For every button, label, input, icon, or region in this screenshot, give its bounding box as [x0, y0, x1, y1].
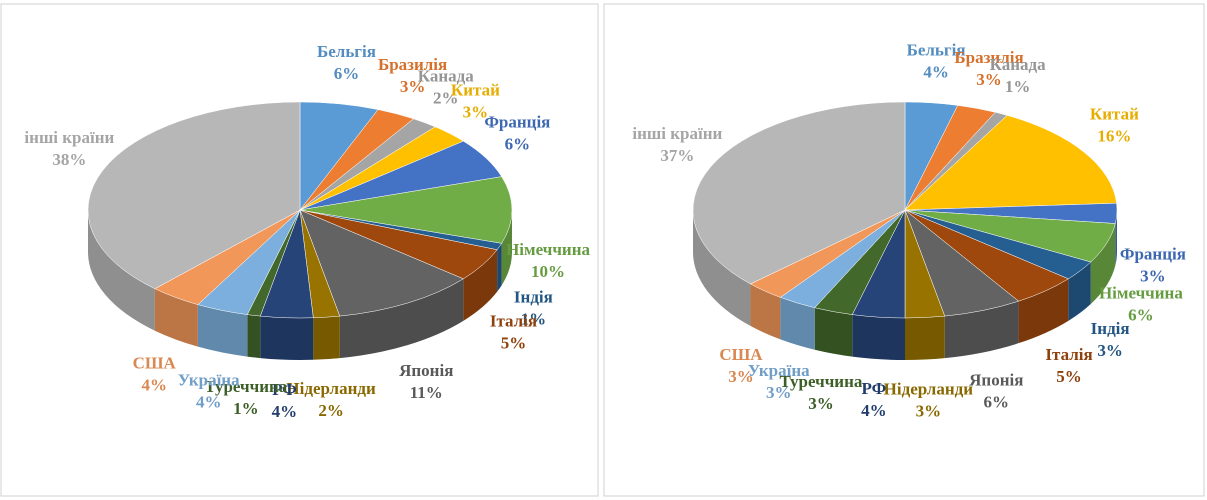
- pie-slice-side: [313, 316, 340, 360]
- data-label-name: США: [133, 353, 177, 372]
- data-label-value: 5%: [1056, 367, 1082, 386]
- pie-slice-side: [852, 314, 905, 360]
- data-label-value: 4%: [923, 63, 949, 82]
- data-label-value: 4%: [196, 392, 222, 411]
- data-label-value: 3%: [976, 70, 1002, 89]
- data-label-value: 4%: [141, 375, 167, 394]
- data-label-value: 3%: [463, 103, 489, 122]
- pie-slice-side: [463, 249, 498, 321]
- data-label-value: 6%: [334, 64, 360, 83]
- data-label-name: Німеччина: [506, 240, 590, 259]
- data-label-name: РФ: [272, 380, 297, 399]
- data-label-name: Туреччина: [204, 377, 287, 396]
- data-label-name: Канада: [418, 66, 474, 85]
- data-label-name: Бразилія: [954, 48, 1023, 67]
- pie-slice: [299, 209, 464, 317]
- pie-slice-side: [154, 288, 198, 347]
- data-label-value: 3%: [728, 367, 754, 386]
- data-label-name: Бразилія: [378, 55, 447, 74]
- data-label-name: Франція: [484, 112, 550, 131]
- pie-slice-side: [247, 314, 261, 359]
- data-label-value: 5%: [501, 333, 527, 352]
- data-label-name: Бельгія: [317, 42, 376, 61]
- pie-slice-side: [780, 297, 815, 350]
- data-label-value: 3%: [916, 402, 942, 421]
- data-label-name: Індія: [1091, 319, 1130, 338]
- data-label-name: інші країни: [24, 128, 114, 147]
- pie-slice-side: [1018, 278, 1069, 344]
- data-label-value: 16%: [1097, 127, 1131, 146]
- data-label-value: 1%: [233, 399, 259, 418]
- data-label-value: 6%: [505, 134, 531, 153]
- data-label-name: Україна: [748, 361, 810, 380]
- pie-slice: [904, 115, 1117, 211]
- pie-slice-side: [1115, 210, 1117, 266]
- data-label-name: інші країни: [632, 124, 722, 143]
- data-label-name: Японія: [399, 361, 453, 380]
- pie-slice-side: [1068, 262, 1091, 321]
- data-label-name: Китай: [1090, 105, 1139, 124]
- pie-slice-side: [88, 210, 155, 331]
- data-label-value: 3%: [808, 394, 834, 413]
- data-label-name: Італія: [490, 311, 537, 330]
- data-label-name: Італія: [1045, 345, 1092, 364]
- data-label-value: 1%: [521, 309, 547, 328]
- data-label-name: Франція: [1120, 244, 1186, 263]
- data-label-name: Україна: [178, 370, 240, 389]
- data-label-value: 2%: [433, 88, 459, 107]
- data-label-name: Канада: [990, 55, 1046, 74]
- data-label-value: 4%: [272, 402, 298, 421]
- data-label-value: 3%: [1140, 266, 1166, 285]
- data-label-name: РФ: [862, 379, 887, 398]
- data-label-value: 2%: [318, 401, 344, 420]
- data-label-value: 38%: [52, 150, 86, 169]
- data-label-value: 6%: [1128, 305, 1154, 324]
- pie-slice-side: [260, 316, 314, 361]
- data-label-value: 37%: [660, 146, 694, 165]
- data-label-value: 3%: [400, 77, 426, 96]
- pie-slice: [87, 101, 301, 290]
- data-label-name: США: [719, 345, 763, 364]
- data-label-name: Китай: [451, 81, 500, 100]
- data-label-name: Нідерланди: [286, 379, 376, 398]
- data-label-name: Німеччина: [1099, 283, 1183, 302]
- pie-slice-side: [339, 278, 464, 359]
- data-label-name: Індія: [514, 287, 553, 306]
- data-label-value: 11%: [410, 383, 443, 402]
- data-label-value: 4%: [861, 401, 887, 420]
- data-label-value: 6%: [984, 392, 1010, 411]
- data-label-name: Бельгія: [907, 41, 966, 60]
- pie-slice-side: [197, 304, 248, 357]
- data-label-name: Нідерланди: [884, 380, 974, 399]
- pie-slice-side: [497, 243, 502, 292]
- data-label-name: Японія: [969, 370, 1023, 389]
- data-label-value: 1%: [1005, 77, 1031, 96]
- data-label-value: 10%: [531, 262, 565, 281]
- data-label-value: 3%: [766, 383, 792, 402]
- pie-slice-side: [693, 210, 751, 326]
- pie-slice: [692, 101, 906, 285]
- pie-slice-side: [1090, 223, 1116, 305]
- pie-slice: [299, 176, 513, 244]
- pie-slice-side: [905, 316, 945, 360]
- data-label-name: Туреччина: [780, 372, 863, 391]
- pie-slice-side: [814, 307, 853, 357]
- pie-slice-side: [944, 301, 1019, 359]
- pie-slice-side: [501, 210, 512, 286]
- pie-slice-side: [750, 283, 781, 340]
- data-label-value: 3%: [1097, 341, 1123, 360]
